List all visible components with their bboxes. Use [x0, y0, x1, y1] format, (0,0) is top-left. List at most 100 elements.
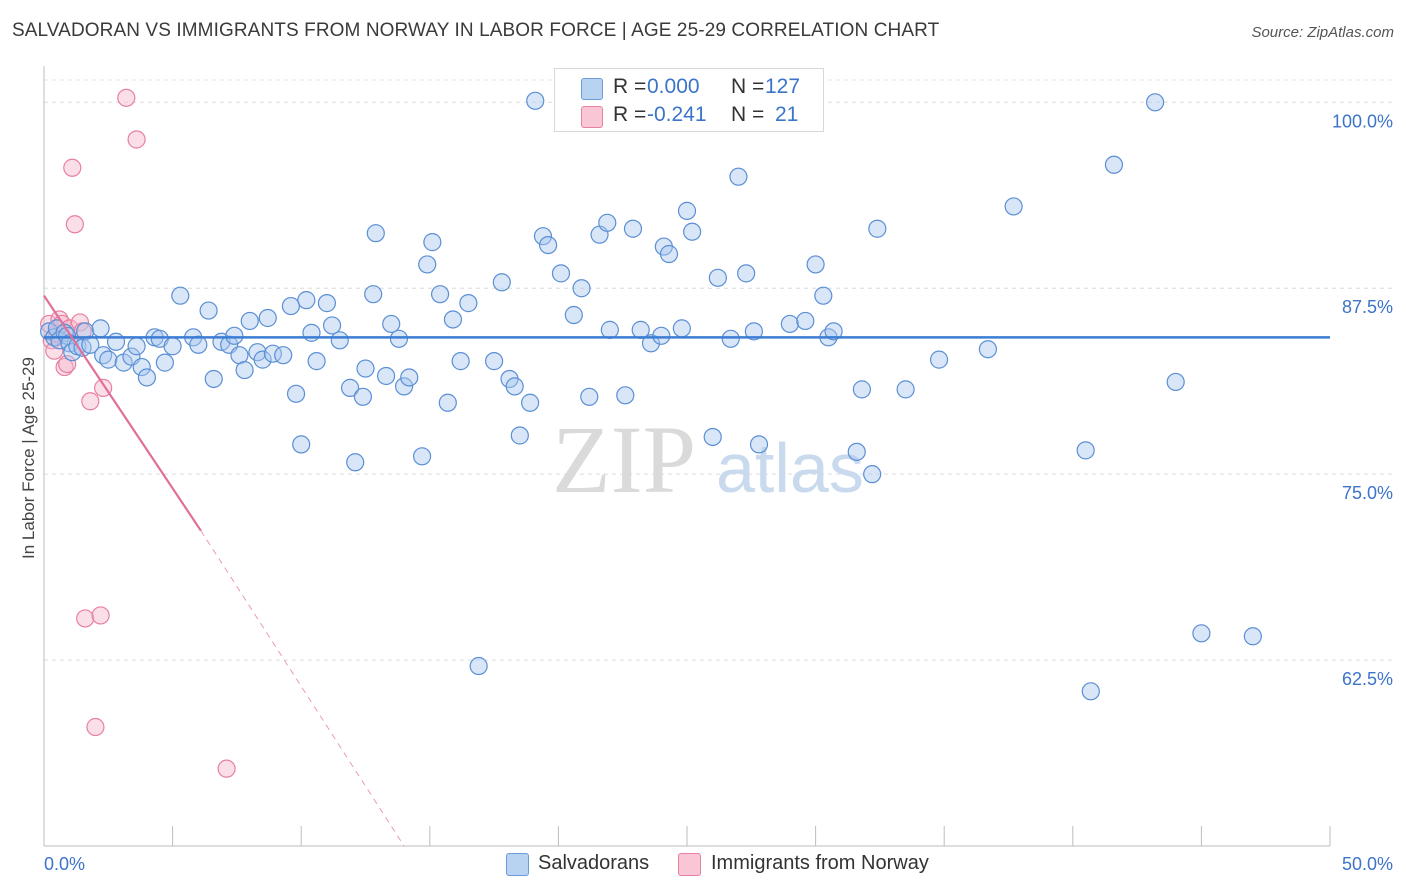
data-point-salvadorans	[302, 323, 321, 342]
data-point-salvadorans	[99, 350, 118, 369]
data-point-salvadorans	[521, 393, 540, 412]
data-point-salvadorans	[389, 329, 409, 348]
data-point-salvadorans	[307, 352, 326, 371]
data-point-salvadorans	[492, 273, 511, 292]
legend-swatch-salvadorans	[581, 78, 603, 100]
bottom-legend-swatch-salvadorans	[506, 853, 529, 876]
bottom-legend-label-norway: Immigrants from Norway	[711, 852, 929, 874]
data-point-norway	[86, 717, 105, 737]
legend-r-value: 0.000	[647, 75, 700, 98]
data-point-salvadorans	[376, 366, 396, 386]
data-point-salvadorans	[806, 255, 825, 274]
data-point-salvadorans	[1076, 441, 1095, 460]
series-salvadorans-points	[40, 90, 1262, 701]
data-point-salvadorans	[852, 380, 871, 399]
data-point-norway	[45, 341, 64, 360]
data-point-salvadorans	[824, 322, 843, 341]
data-point-salvadorans	[737, 264, 756, 283]
data-point-salvadorans	[683, 222, 702, 241]
axes	[43, 66, 1331, 847]
x-tick-labels: 0.0% 50.0%	[44, 854, 1393, 874]
data-point-salvadorans	[281, 296, 301, 316]
data-point-salvadorans	[137, 368, 156, 387]
data-point-salvadorans	[451, 352, 470, 371]
data-point-salvadorans	[258, 308, 277, 328]
data-point-salvadorans	[485, 352, 504, 371]
x-tick-label: 0.0%	[44, 854, 85, 874]
data-point-salvadorans	[423, 233, 442, 252]
trend-lines	[43, 295, 1330, 847]
legend-row-salvadorans: R = 0.000 N = 127	[555, 73, 823, 101]
data-point-salvadorans	[155, 353, 174, 372]
y-axis-label: In Labor Force | Age 25-29	[19, 357, 38, 559]
data-point-salvadorans	[353, 387, 373, 406]
data-point-salvadorans	[91, 319, 110, 338]
data-point-salvadorans	[868, 219, 887, 238]
data-point-salvadorans	[340, 378, 360, 397]
data-point-salvadorans	[526, 91, 545, 110]
data-point-salvadorans	[1166, 372, 1185, 392]
trend-line-norway-extension	[200, 530, 405, 847]
data-point-norway	[76, 609, 95, 628]
data-point-salvadorans	[623, 219, 643, 238]
data-point-salvadorans	[459, 294, 478, 313]
data-point-norway	[117, 88, 136, 107]
data-point-salvadorans	[677, 201, 697, 220]
data-point-salvadorans	[240, 311, 259, 331]
data-point-salvadorans	[364, 285, 383, 304]
legend-r-label: R =	[613, 75, 647, 98]
watermark-zip: ZIP	[552, 406, 696, 513]
data-point-salvadorans	[729, 167, 748, 186]
legend-row-norway: R = -0.241 N = 21	[555, 101, 823, 129]
data-point-salvadorans	[394, 377, 414, 396]
data-point-salvadorans	[659, 244, 679, 264]
legend-n-value: 21	[775, 103, 799, 126]
data-point-salvadorans	[564, 305, 583, 325]
y-tick-label: 87.5%	[1342, 297, 1393, 317]
data-point-salvadorans	[297, 291, 316, 310]
series-norway-points	[40, 88, 236, 778]
data-point-salvadorans	[225, 326, 244, 345]
data-point-salvadorans	[1004, 197, 1023, 216]
data-point-salvadorans	[1146, 93, 1165, 112]
data-point-salvadorans	[863, 465, 882, 484]
data-point-salvadorans	[539, 235, 558, 255]
data-point-norway	[217, 759, 236, 778]
chart-title: SALVADORAN VS IMMIGRANTS FROM NORWAY IN …	[12, 20, 940, 41]
data-point-salvadorans	[652, 326, 671, 345]
data-point-salvadorans	[443, 310, 463, 329]
legend-swatch-norway	[581, 106, 603, 128]
bottom-legend-label-salvadorans: Salvadorans	[538, 852, 650, 874]
data-point-salvadorans	[598, 213, 617, 232]
data-point-norway	[81, 392, 100, 411]
data-point-norway	[91, 606, 110, 625]
legend-n-label: N =	[731, 75, 765, 98]
data-point-salvadorans	[847, 442, 866, 461]
legend-r-value: -0.241	[647, 103, 707, 126]
data-point-salvadorans	[163, 337, 182, 356]
data-point-salvadorans	[600, 320, 619, 339]
data-point-salvadorans	[1081, 682, 1100, 701]
legend-n-value: 127	[765, 75, 801, 98]
data-point-salvadorans	[749, 435, 769, 454]
data-point-salvadorans	[235, 360, 254, 380]
data-point-salvadorans	[780, 314, 799, 334]
stats-legend: R = 0.000 N = 127 R = -0.241 N = 21	[554, 68, 824, 132]
data-point-salvadorans	[366, 224, 385, 243]
data-point-salvadorans	[189, 335, 208, 354]
data-point-norway	[55, 357, 74, 377]
data-point-salvadorans	[330, 331, 349, 350]
data-point-norway	[58, 354, 77, 374]
data-point-salvadorans	[505, 377, 524, 396]
data-point-salvadorans	[400, 368, 419, 387]
data-point-salvadorans	[929, 350, 949, 369]
bottom-legend-swatch-norway	[678, 853, 701, 876]
watermark: ZIP atlas	[552, 406, 864, 513]
data-point-salvadorans	[253, 350, 272, 369]
data-point-salvadorans	[533, 227, 553, 246]
data-point-salvadorans	[1243, 627, 1262, 646]
data-point-salvadorans	[796, 311, 815, 331]
data-point-salvadorans	[412, 447, 432, 466]
data-point-salvadorans	[430, 285, 450, 304]
